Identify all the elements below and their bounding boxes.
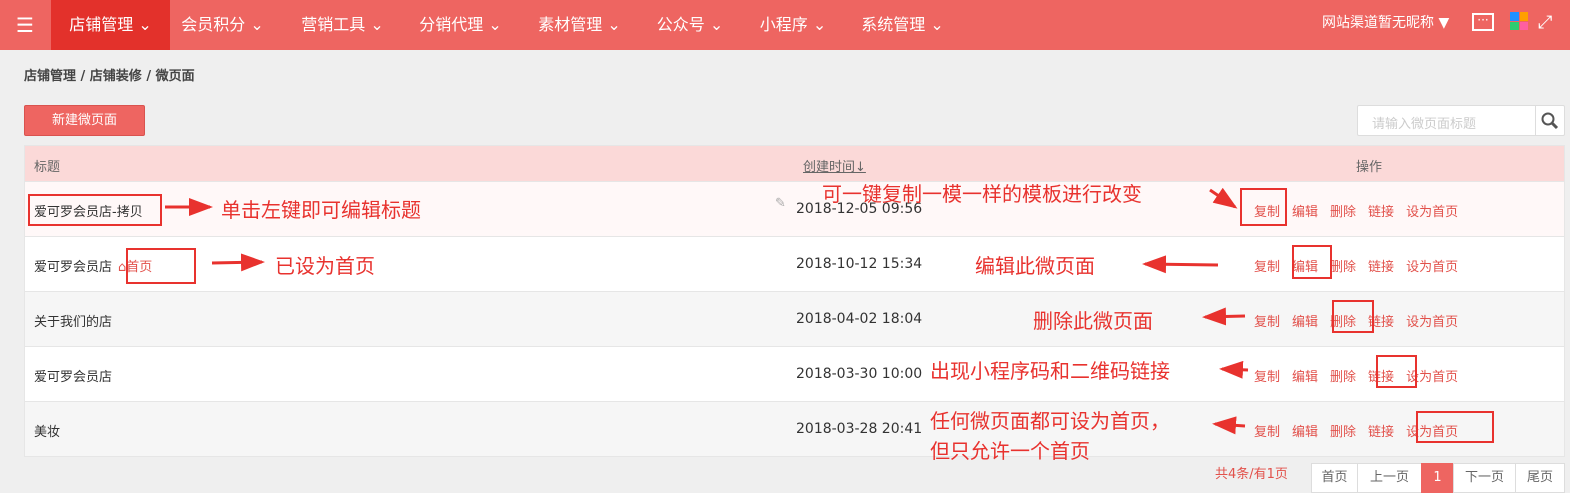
nav-official-account[interactable]: 公众号 ⌄ [656, 15, 724, 34]
link-link[interactable]: 链接 [1368, 315, 1395, 330]
next-page-button[interactable]: 下一页 [1453, 463, 1516, 493]
delete-link[interactable]: 删除 [1330, 370, 1357, 385]
search-icon[interactable] [1535, 106, 1564, 135]
page-title[interactable]: 爱可罗会员店 [34, 260, 113, 275]
table-row: 爱可罗会员店 2018-03-30 10:00 复制 编辑 删除 链接 设为首页 [25, 346, 1564, 401]
apps-icon[interactable] [1510, 12, 1528, 30]
nav-marketing[interactable]: 营销工具 ⌄ [301, 15, 384, 34]
edit-title-icon[interactable]: ✎ [775, 196, 786, 211]
annotation-text: 编辑此微页面 [975, 254, 1095, 278]
created-time: 2018-12-05 09:56 [796, 201, 923, 217]
annotation-box [28, 194, 162, 226]
top-nav: ☰ 店铺管理 ⌄ 会员积分 ⌄ 营销工具 ⌄ 分销代理 ⌄ 素材管理 ⌄ 公众号… [0, 0, 1570, 50]
breadcrumb: 店铺管理 / 店铺装修 / 微页面 [24, 69, 195, 84]
delete-link[interactable]: 删除 [1330, 425, 1357, 440]
set-home-link[interactable]: 设为首页 [1406, 370, 1459, 385]
table-row: 美妆 2018-03-28 20:41 复制 编辑 删除 链接 设为首页 [25, 401, 1564, 456]
table-row: 关于我们的店 2018-04-02 18:04 复制 编辑 删除 链接 设为首页 [25, 291, 1564, 346]
annotation-box [1240, 188, 1287, 226]
annotation-box [1292, 245, 1332, 279]
copy-link[interactable]: 复制 [1254, 425, 1281, 440]
annotation-text: 已设为首页 [275, 254, 375, 278]
edit-link[interactable]: 编辑 [1292, 315, 1319, 330]
edit-link[interactable]: 编辑 [1292, 425, 1319, 440]
page-title[interactable]: 爱可罗会员店-拷贝 [34, 205, 143, 220]
created-time: 2018-03-30 10:00 [796, 366, 923, 382]
fullscreen-icon[interactable]: ⤢ [1538, 12, 1553, 33]
link-link[interactable]: 链接 [1368, 205, 1395, 220]
set-home-link[interactable]: 设为首页 [1406, 425, 1459, 440]
header-created[interactable]: 创建时间↓ [803, 160, 866, 175]
annotation-text: 出现小程序码和二维码链接 [930, 359, 1170, 383]
page-title-cell[interactable]: 美妆 [34, 421, 60, 440]
created-time: 2018-03-28 20:41 [796, 421, 923, 437]
created-time: 2018-10-12 15:34 [796, 256, 923, 272]
page-title[interactable]: 爱可罗会员店 [34, 370, 113, 385]
annotation-box [1416, 411, 1494, 443]
search-box[interactable]: 请输入微页面标题 [1357, 105, 1565, 136]
message-icon[interactable]: ··· [1472, 13, 1494, 31]
header-ops: 操作 [1356, 160, 1383, 175]
edit-link[interactable]: 编辑 [1292, 260, 1319, 275]
page-title-cell[interactable]: 爱可罗会员店 [34, 366, 112, 385]
copy-link[interactable]: 复制 [1254, 370, 1281, 385]
set-home-link[interactable]: 设为首页 [1406, 205, 1459, 220]
annotation-text: 任何微页面都可设为首页， [930, 409, 1170, 433]
last-page-button[interactable]: 尾页 [1515, 463, 1565, 493]
annotation-box [1376, 355, 1417, 388]
hamburger-icon[interactable]: ☰ [16, 13, 34, 37]
link-link[interactable]: 链接 [1368, 260, 1395, 275]
delete-link[interactable]: 删除 [1330, 315, 1357, 330]
page-title-cell[interactable]: 关于我们的店 [34, 311, 112, 330]
page-title-cell[interactable]: 爱可罗会员店-拷贝 [34, 201, 143, 220]
set-home-link[interactable]: 设为首页 [1406, 315, 1459, 330]
nav-materials[interactable]: 素材管理 ⌄ [538, 15, 621, 34]
annotation-text: 但只允许一个首页 [930, 439, 1090, 463]
table-row: 爱可罗会员店-拷贝 ✎ 2018-12-05 09:56 复制 编辑 删除 链接 设为首页 [25, 181, 1564, 236]
nav-shop[interactable]: 店铺管理 ⌄ [51, 0, 170, 50]
table-header: 标题 创建时间↓ 操作 [25, 146, 1564, 181]
page-title-cell[interactable]: 爱可罗会员店 ⌂首页 [34, 256, 152, 275]
nav-miniprogram[interactable]: 小程序 ⌄ [759, 15, 827, 34]
nav-system[interactable]: 系统管理 ⌄ [861, 15, 944, 34]
search-input[interactable]: 请输入微页面标题 [1372, 117, 1477, 132]
header-title: 标题 [34, 160, 61, 175]
edit-link[interactable]: 编辑 [1292, 370, 1319, 385]
annotation-text: 单击左键即可编辑标题 [221, 198, 421, 222]
copy-link[interactable]: 复制 [1254, 315, 1281, 330]
created-time: 2018-04-02 18:04 [796, 311, 923, 327]
edit-link[interactable]: 编辑 [1292, 205, 1319, 220]
annotation-box [1332, 300, 1374, 333]
new-page-button[interactable]: 新建微页面 [24, 105, 145, 136]
home-badge: ⌂首页 [118, 260, 153, 275]
delete-link[interactable]: 删除 [1330, 260, 1357, 275]
set-home-link[interactable]: 设为首页 [1406, 260, 1459, 275]
copy-link[interactable]: 复制 [1254, 260, 1281, 275]
page-summary: 共4条/有1页 [1215, 467, 1288, 482]
annotation-text: 删除此微页面 [1033, 309, 1153, 333]
prev-page-button[interactable]: 上一页 [1357, 463, 1422, 493]
link-link[interactable]: 链接 [1368, 425, 1395, 440]
nav-members[interactable]: 会员积分 ⌄ [181, 15, 264, 34]
link-link[interactable]: 链接 [1368, 370, 1395, 385]
annotation-box [126, 248, 196, 284]
page-title[interactable]: 美妆 [34, 425, 61, 440]
delete-link[interactable]: 删除 [1330, 205, 1357, 220]
annotation-text: 可一键复制一模一样的模板进行改变 [822, 182, 1142, 206]
copy-link[interactable]: 复制 [1254, 205, 1281, 220]
nav-distribution[interactable]: 分销代理 ⌄ [419, 15, 502, 34]
page-title[interactable]: 关于我们的店 [34, 315, 113, 330]
user-menu[interactable]: 网站渠道暂无昵称 ▼ [1322, 15, 1450, 31]
